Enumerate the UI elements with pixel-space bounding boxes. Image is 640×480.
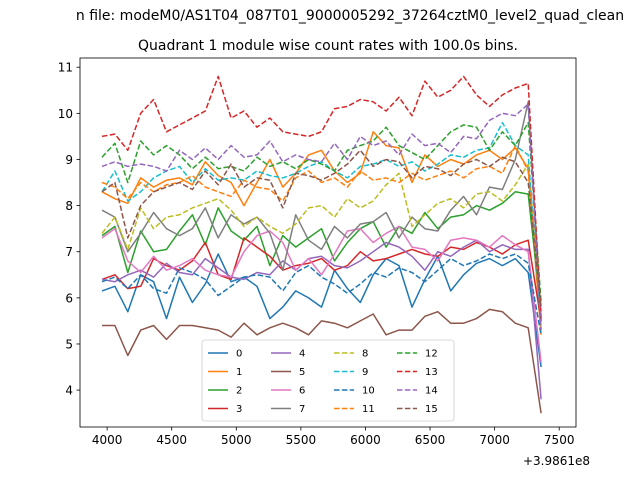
series-line-1 xyxy=(101,131,542,335)
x-tick-label: 5500 xyxy=(286,433,317,447)
series-line-13 xyxy=(101,75,542,321)
series-line-14 xyxy=(101,103,542,331)
legend-label: 14 xyxy=(425,386,438,397)
y-tick-label: 8 xyxy=(65,199,73,213)
y-tick-label: 7 xyxy=(65,245,73,259)
y-tick-label: 5 xyxy=(65,337,73,351)
legend-label: 1 xyxy=(236,367,242,378)
legend-label: 11 xyxy=(362,404,375,415)
y-tick-label: 6 xyxy=(65,291,73,305)
chart-title: Quadrant 1 module wise count rates with … xyxy=(138,38,518,54)
legend-label: 2 xyxy=(236,386,242,397)
x-tick-label: 4500 xyxy=(156,433,187,447)
y-tick-label: 11 xyxy=(58,61,73,75)
series-line-9 xyxy=(101,121,542,326)
x-offset-label: +3.9861e8 xyxy=(523,454,590,468)
series-line-8 xyxy=(101,163,542,303)
legend-label: 5 xyxy=(299,367,305,378)
series-line-6 xyxy=(101,225,542,363)
series-line-4 xyxy=(101,239,542,400)
legend-label: 3 xyxy=(236,404,242,415)
y-tick-label: 4 xyxy=(65,384,73,398)
series-line-10 xyxy=(101,253,542,335)
legend-label: 4 xyxy=(299,349,305,360)
plot-area xyxy=(101,75,542,414)
series-line-15 xyxy=(101,149,542,308)
legend-label: 7 xyxy=(299,404,305,415)
x-tick-label: 6500 xyxy=(415,433,446,447)
axes-frame xyxy=(79,57,577,428)
series-line-12 xyxy=(101,121,542,303)
x-tick-label: 7500 xyxy=(544,433,575,447)
x-tick-label: 4000 xyxy=(92,433,123,447)
series-line-5 xyxy=(102,308,542,414)
legend-label: 9 xyxy=(362,367,368,378)
legend-label: 15 xyxy=(425,404,438,415)
x-tick-label: 7000 xyxy=(479,433,510,447)
y-tick-label: 9 xyxy=(65,153,73,167)
y-tick-label: 10 xyxy=(58,107,73,121)
legend-label: 12 xyxy=(425,349,438,360)
legend-label: 6 xyxy=(299,386,305,397)
legend-label: 13 xyxy=(425,367,438,378)
x-tick-label: 5000 xyxy=(221,433,252,447)
series-line-0 xyxy=(101,253,542,368)
x-tick-label: 6000 xyxy=(350,433,381,447)
legend-label: 8 xyxy=(362,349,368,360)
figure-suptitle: n file: modeM0/AS1T04_087T01_9000005292_… xyxy=(76,8,624,24)
legend-box xyxy=(201,339,455,422)
axes: 4000 4500 5000 5500 6000 6500 7000 7500 +3.9861e… xyxy=(58,57,590,468)
series-line-11 xyxy=(101,144,542,317)
legend-label: 0 xyxy=(236,349,242,360)
legend-label: 10 xyxy=(362,386,375,397)
series-line-2 xyxy=(101,191,542,312)
series-line-3 xyxy=(101,237,542,322)
series-line-7 xyxy=(101,101,542,321)
